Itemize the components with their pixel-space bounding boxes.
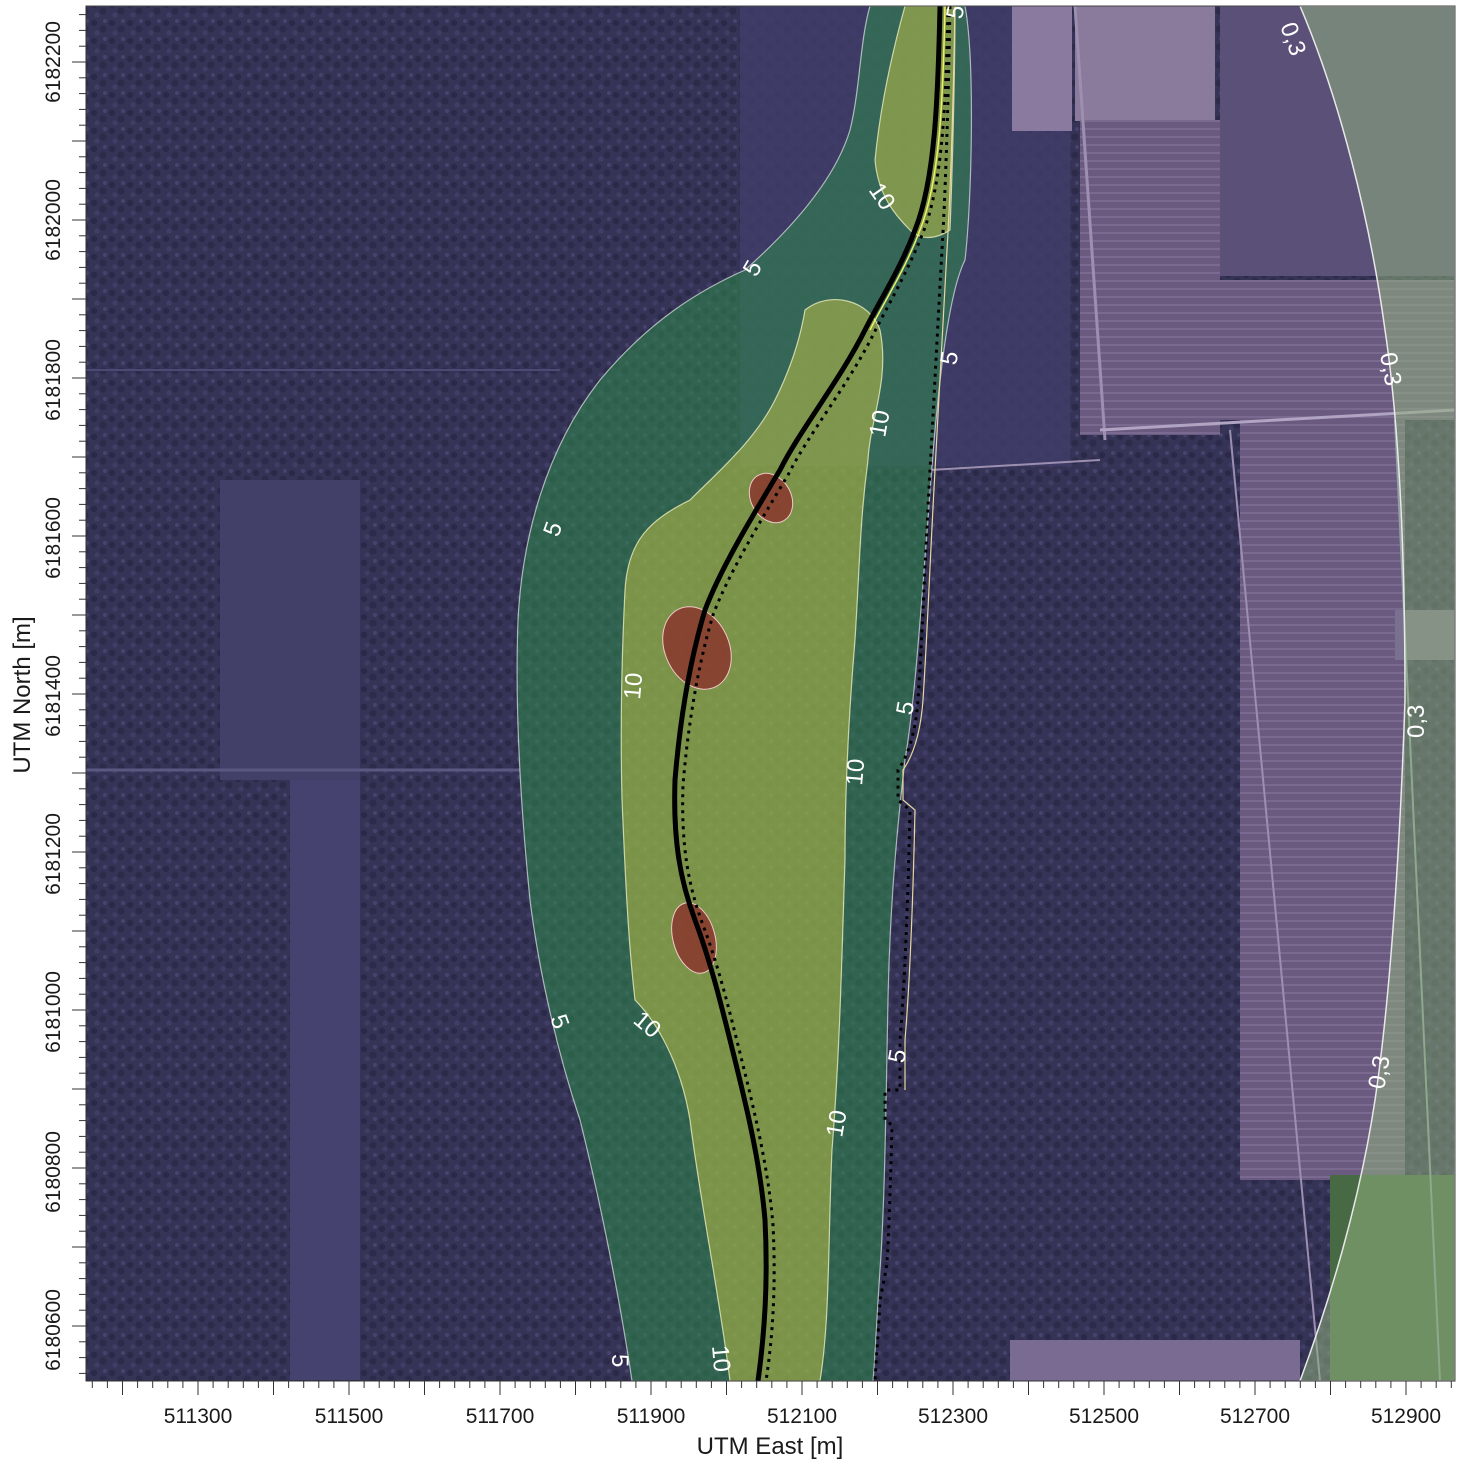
main-road-dotted — [681, 6, 950, 1381]
x-tick-label: 512900 — [1371, 1405, 1441, 1428]
y-axis — [72, 6, 87, 1381]
y-tick-label: 6180800 — [42, 1131, 65, 1213]
contour-label-0-3: 0,3 — [1363, 1053, 1395, 1091]
aerial-background — [86, 6, 1455, 1381]
main-road — [672, 6, 943, 1381]
road-lines — [672, 6, 956, 1381]
y-tick-label: 6182200 — [42, 21, 65, 103]
contour-label-5: 5 — [941, 3, 970, 21]
y-tick-label: 6181800 — [42, 339, 65, 421]
y-tick-labels: 6182200 6182000 6181800 6181600 6181400 … — [42, 21, 65, 1371]
contour-label-0-3: 0,3 — [1374, 350, 1406, 388]
contour-label-5: 5 — [935, 349, 964, 367]
x-tick-label: 512100 — [767, 1405, 837, 1428]
contour-label-0-3: 0,3 — [1403, 705, 1430, 738]
y-tick-label: 6181200 — [42, 813, 65, 895]
x-tick-label: 511500 — [315, 1405, 384, 1428]
y-tick-label: 6180600 — [42, 1289, 65, 1371]
contour-label-10: 10 — [821, 1108, 852, 1139]
main-road-edge — [869, 6, 946, 331]
contour-label-5: 5 — [606, 1354, 633, 1367]
y-tick-label: 6181000 — [42, 971, 65, 1053]
x-tick-labels: 511300 511500 511700 511900 512100 51230… — [164, 1405, 1441, 1428]
x-tick-label: 511300 — [164, 1405, 233, 1428]
x-axis-title: UTM East [m] — [697, 1433, 844, 1460]
contour-label-10: 10 — [864, 408, 895, 439]
y-tick-label: 6181600 — [42, 497, 65, 579]
x-tick-label: 512700 — [1220, 1405, 1290, 1428]
hotspot-1 — [748, 472, 794, 524]
x-tick-label: 512300 — [918, 1405, 988, 1428]
zone-10 — [620, 6, 956, 1381]
contour-label-10: 10 — [706, 1344, 735, 1373]
contour-label-10: 10 — [619, 672, 648, 701]
secondary-road — [873, 6, 952, 1381]
x-axis — [86, 1380, 1455, 1395]
y-tick-label: 6182000 — [42, 179, 65, 261]
x-tick-label: 511900 — [617, 1405, 686, 1428]
contour-label-10: 10 — [841, 758, 870, 787]
x-tick-label: 512500 — [1069, 1405, 1139, 1428]
x-tick-label: 511700 — [466, 1405, 535, 1428]
zone-0-3 — [1299, 6, 1455, 1381]
y-axis-title: UTM North [m] — [9, 616, 36, 773]
contour-label-5: 5 — [891, 699, 920, 717]
y-tick-label: 6181400 — [42, 655, 65, 737]
contour-label-5: 5 — [883, 1047, 912, 1065]
